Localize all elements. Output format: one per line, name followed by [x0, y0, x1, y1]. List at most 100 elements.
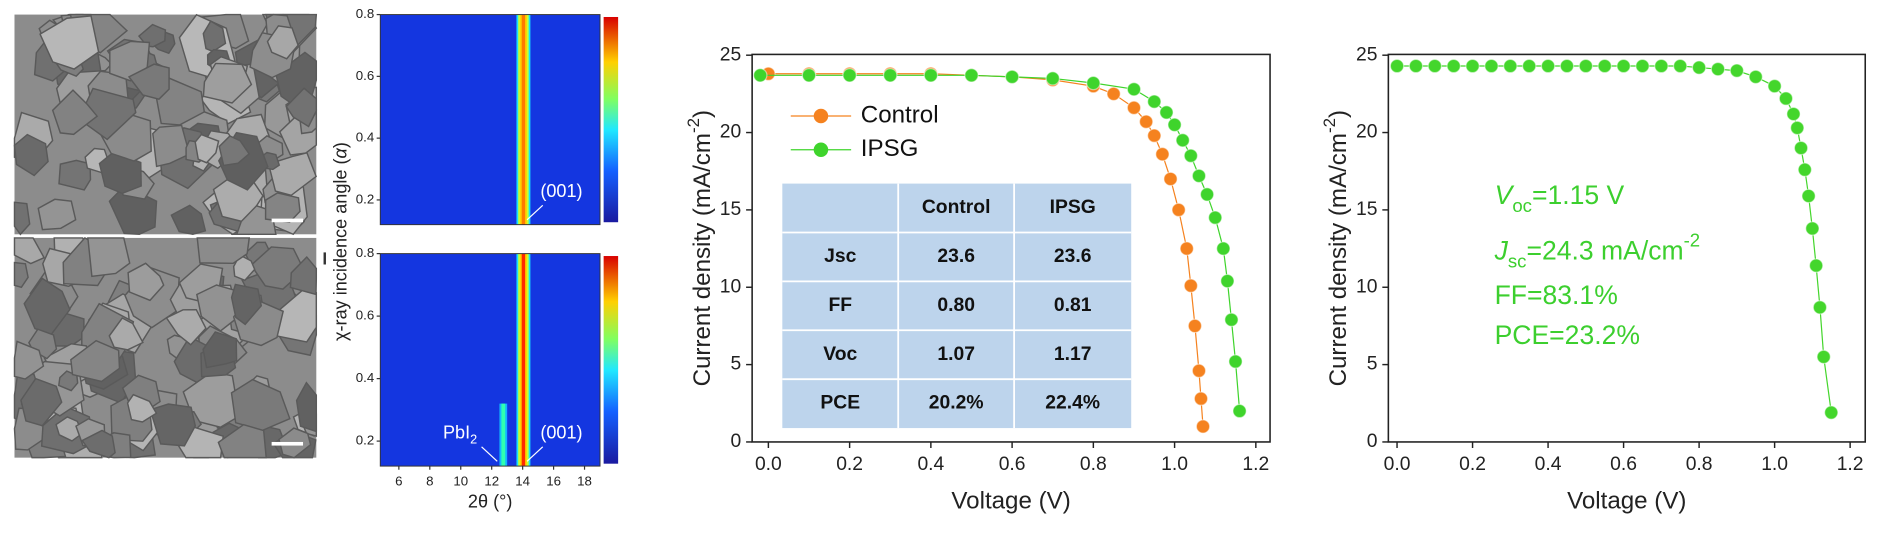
y-tick-label: 10	[1356, 276, 1377, 297]
data-point	[801, 68, 817, 83]
table-cell: 1.17	[1054, 344, 1092, 365]
sem-grain	[196, 237, 251, 265]
sem-grain	[87, 237, 131, 278]
x-tick-label: 0.2	[836, 454, 863, 475]
data-point	[1790, 120, 1805, 136]
data-point	[1232, 403, 1247, 419]
x-tick-label: 8	[426, 473, 433, 488]
y-tick-label: 20	[1356, 122, 1377, 143]
data-point	[1616, 58, 1631, 74]
y-tick-label: 0.8	[356, 6, 374, 21]
data-point	[1155, 146, 1170, 162]
data-point	[1729, 63, 1745, 78]
y-axis-label: Current density (mA/cm-2)	[684, 110, 716, 386]
annotation-part: J	[1494, 235, 1509, 265]
data-point	[1578, 58, 1594, 74]
data-point	[1195, 419, 1211, 434]
annotation-part: =1.15 V	[1532, 180, 1625, 210]
sem-grain	[165, 308, 207, 346]
table-cell: 0.80	[937, 295, 975, 316]
sem-grain	[58, 159, 92, 191]
divider	[323, 252, 326, 265]
peak-label-part: (001)	[540, 181, 582, 201]
x-tick-label: 0.2	[1459, 454, 1486, 475]
annotation-part: =24.3 mA/cm	[1526, 235, 1683, 265]
data-point	[1216, 241, 1231, 256]
data-point	[1106, 86, 1121, 102]
x-tick-label: 0.0	[1384, 454, 1411, 475]
x-tick-label: 1.0	[1161, 454, 1188, 475]
sem-grain	[55, 416, 84, 442]
x-tick-label: 1.0	[1761, 454, 1788, 475]
sem-grain	[285, 87, 318, 128]
data-point	[1816, 349, 1831, 365]
annotation: Voc=1.15 V	[1495, 180, 1625, 216]
annotation: FF=83.1%	[1495, 280, 1618, 310]
data-point	[1183, 278, 1199, 293]
data-point	[1187, 318, 1203, 334]
sem-grain	[70, 339, 121, 383]
data-point	[964, 68, 979, 83]
sem-grain	[127, 63, 170, 100]
data-point	[1167, 117, 1182, 133]
sem-grain	[137, 23, 167, 48]
x-tick-label: 1.2	[1837, 454, 1864, 475]
sem-grain	[37, 198, 77, 231]
data-point	[1207, 210, 1223, 225]
x-tick-label: 0.6	[999, 454, 1026, 475]
data-point	[1540, 58, 1556, 74]
data-point	[1389, 58, 1405, 74]
peak-label-part: PbI	[443, 422, 470, 442]
data-point	[1812, 300, 1828, 315]
sem-grain	[218, 135, 251, 167]
peak-label: PbI2	[443, 422, 477, 447]
sem-grain	[266, 25, 299, 60]
data-point	[1175, 133, 1190, 148]
annotation-part: sc	[1508, 251, 1527, 272]
y-tick-label: 0.4	[356, 370, 374, 385]
x-tick-label: 10	[453, 473, 468, 488]
y-axis-label: χ-ray incidence angle (α)	[330, 142, 350, 341]
y-axis-label-part: )	[330, 142, 350, 148]
data-point	[1484, 58, 1499, 74]
x-tick-label: 16	[546, 473, 561, 488]
data-point	[1163, 171, 1178, 187]
x-tick-label: 0.4	[917, 454, 944, 475]
data-point	[1824, 405, 1839, 420]
peak-band	[521, 14, 526, 225]
x-tick-label: 1.2	[1242, 454, 1269, 475]
table-header: IPSG	[1050, 197, 1096, 218]
data-point	[1767, 78, 1782, 94]
peak-label-part: (001)	[540, 422, 582, 442]
data-point	[1748, 69, 1763, 85]
x-axis-label-part: Voltage (V)	[951, 488, 1070, 515]
heatmap-background	[380, 253, 601, 467]
annotation-part: V	[1495, 180, 1515, 210]
data-point	[1045, 71, 1060, 86]
data-point	[1654, 58, 1669, 74]
table-cell: 20.2%	[929, 393, 984, 414]
series-line	[768, 73, 1204, 427]
y-axis-label-part: )	[1325, 110, 1352, 118]
y-axis-label-part: Current density (mA/cm	[1325, 133, 1352, 386]
x-tick-label: 12	[484, 473, 499, 488]
y-tick-label: 5	[731, 354, 742, 375]
x-axis-label: 2θ (°)	[468, 491, 512, 511]
x-tick-label: 14	[515, 473, 530, 488]
sem-grain	[127, 262, 165, 302]
y-tick-label: 0.6	[356, 68, 374, 83]
data-point	[1138, 114, 1154, 129]
annotation-part: FF=83.1%	[1495, 280, 1618, 310]
table-cell: 1.07	[937, 344, 975, 365]
table-row-label: Voc	[823, 344, 857, 365]
data-point	[1004, 69, 1020, 85]
peak-label: (001)	[540, 422, 582, 442]
data-point	[1220, 273, 1235, 289]
sem-grain	[232, 254, 256, 282]
y-tick-label: 10	[720, 276, 741, 297]
sem-grain	[217, 423, 267, 459]
table-cell: 23.6	[937, 246, 975, 267]
x-tick-label: 6	[395, 473, 402, 488]
colorbar	[603, 256, 619, 464]
